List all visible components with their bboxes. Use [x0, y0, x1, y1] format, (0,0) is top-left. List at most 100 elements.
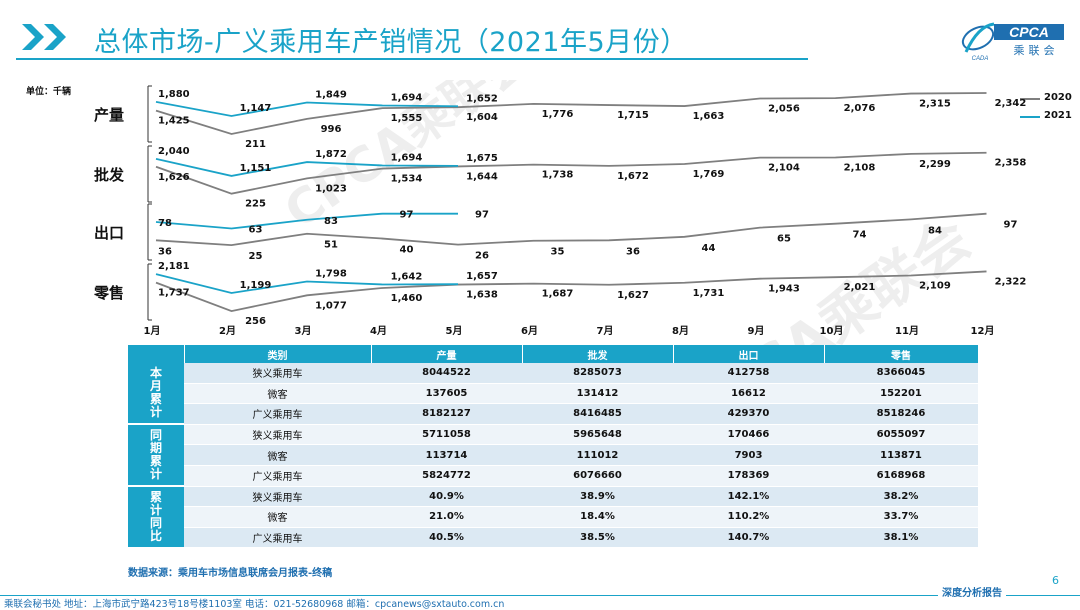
data-label: 1,731: [693, 288, 725, 299]
table-row: 广义乘用车 5824772 6076660 178369 6168968: [128, 465, 978, 487]
group-label-char: 期: [149, 441, 162, 456]
group-label-char: 计: [149, 467, 162, 482]
series-line-2021: [155, 273, 459, 294]
x-tick-label: 6月: [521, 325, 538, 337]
cpca-logo: CPCA 乘联会 CADA: [956, 16, 1066, 62]
table-row: 广义乘用车 40.5% 38.5% 140.7% 38.1%: [128, 527, 978, 549]
group-label: 累计同比: [128, 486, 184, 549]
x-tick-label: 1月: [144, 325, 161, 337]
value-cell: 40.9%: [371, 486, 522, 508]
value-cell: 111012: [522, 444, 673, 466]
legend-label-2021: 2021: [1044, 110, 1072, 121]
panel-label: 批发: [94, 166, 125, 184]
x-tick-label: 5月: [446, 325, 463, 337]
category-cell: 狭义乘用车: [184, 363, 371, 384]
panel-label: 产量: [94, 106, 124, 124]
value-cell: 6076660: [522, 465, 673, 487]
value-cell: 5965648: [522, 424, 673, 446]
category-cell: 广义乘用车: [184, 403, 371, 425]
value-cell: 152201: [824, 383, 978, 405]
header-category: 类别: [184, 345, 372, 363]
data-label: 1,663: [693, 111, 725, 122]
data-label: 1,776: [542, 109, 574, 120]
x-tick-label: 8月: [672, 325, 689, 337]
group-label-char: 计: [149, 502, 162, 517]
data-label: 40: [400, 245, 414, 256]
footer-contact: 乘联会秘书处 地址：上海市武宁路423号18号楼1103室 电话：021-526…: [4, 599, 505, 610]
group-label-char: 累: [149, 454, 162, 469]
category-cell: 狭义乘用车: [184, 424, 371, 446]
data-label: 35: [551, 247, 565, 258]
data-label: 2,181: [158, 261, 190, 272]
data-label: 97: [400, 210, 414, 221]
value-cell: 6168968: [824, 465, 978, 487]
value-cell: 7903: [673, 444, 824, 466]
table-row: 微客 113714 111012 7903 113871: [128, 444, 978, 466]
data-label: 2,299: [919, 159, 951, 170]
group-label-char: 计: [149, 405, 162, 420]
data-label: 2,056: [768, 104, 800, 115]
value-cell: 8416485: [522, 403, 673, 425]
value-cell: 412758: [673, 363, 824, 384]
series-line-2020: [155, 212, 987, 246]
table-row: 本月累计狭义乘用车 8044522 8285073 412758 8366045: [128, 363, 978, 426]
value-cell: 38.2%: [824, 486, 978, 508]
source-note: 数据来源：乘用车市场信息联席会月报表-终稿: [128, 568, 333, 579]
value-cell: 140.7%: [673, 527, 824, 549]
data-label: 1,737: [158, 288, 190, 299]
data-label: 1,199: [240, 280, 272, 291]
data-label: 256: [245, 316, 266, 327]
group-label-char: 月: [149, 379, 162, 394]
data-label: 1,738: [542, 170, 574, 181]
data-label: 1,675: [466, 153, 498, 164]
series-line-2020: [155, 151, 987, 195]
footer-brand: 深度分析报告: [938, 584, 1006, 599]
group-label: 同期累计: [128, 424, 184, 488]
data-label: 84: [928, 225, 942, 236]
value-cell: 142.1%: [673, 486, 824, 508]
data-label: 1,694: [391, 92, 423, 103]
table-row: 同期累计狭义乘用车 5711058 5965648 170466 6055097: [128, 424, 978, 488]
data-label: 1,151: [240, 163, 272, 174]
series-line-2021: [155, 101, 459, 117]
legend-line-2021: [1020, 116, 1040, 118]
data-label: 2,109: [919, 281, 951, 292]
category-cell: 狭义乘用车: [184, 486, 371, 508]
logo-graphic: CPCA 乘联会 CADA: [961, 22, 1064, 62]
data-label: 2,104: [768, 163, 800, 174]
data-label: 1,534: [391, 174, 423, 185]
data-label: 1,555: [391, 113, 423, 124]
series-line-2021: [155, 212, 458, 230]
data-label: 65: [777, 234, 791, 245]
group-label-char: 同: [149, 515, 162, 530]
data-label: 996: [321, 124, 342, 135]
data-label: 2,322: [995, 276, 1027, 287]
logo-small-text: CADA: [972, 56, 989, 62]
value-cell: 5824772: [371, 465, 522, 487]
data-label: 1,077: [315, 300, 347, 311]
table-row: 微客 137605 131412 16612 152201: [128, 383, 978, 405]
value-cell: 137605: [371, 383, 522, 405]
data-label: 2,040: [158, 146, 190, 157]
legend-line-2020: [1020, 98, 1040, 100]
data-label: 1,023: [315, 183, 347, 194]
data-label: 1,644: [466, 171, 498, 182]
value-cell: 18.4%: [522, 506, 673, 528]
chevron-right-icon: [44, 24, 66, 50]
data-label: 97: [475, 210, 489, 221]
data-label: 225: [245, 199, 266, 210]
category-cell: 广义乘用车: [184, 465, 371, 487]
title-underline: [16, 58, 808, 60]
data-label: 1,425: [158, 116, 190, 127]
data-label: 1,687: [542, 289, 574, 300]
data-label: 51: [324, 240, 338, 251]
header-production: 产量: [371, 345, 523, 363]
data-label: 63: [249, 225, 263, 236]
value-cell: 8366045: [824, 363, 978, 384]
data-label: 211: [245, 139, 266, 150]
table-row: 广义乘用车 8182127 8416485 429370 8518246: [128, 403, 978, 425]
data-label: 97: [1004, 220, 1018, 231]
value-cell: 6055097: [824, 424, 978, 446]
value-cell: 113714: [371, 444, 522, 466]
value-cell: 40.5%: [371, 527, 522, 549]
